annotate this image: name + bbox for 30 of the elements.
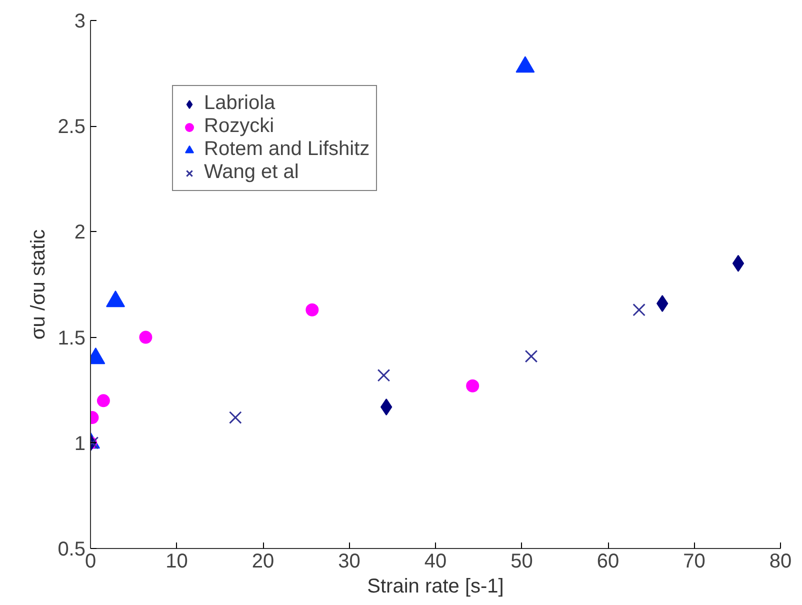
point <box>377 368 390 382</box>
legend-label: Rozycki <box>204 115 274 138</box>
x-axis-title: Strain rate [s-1] <box>367 576 504 598</box>
y-tick-label: 3 <box>74 10 86 32</box>
y-tick-label: 2 <box>74 222 86 244</box>
x-tick-label: 70 <box>683 550 706 572</box>
x-tick-label: 80 <box>769 550 792 572</box>
point <box>139 330 152 344</box>
point <box>96 394 110 408</box>
legend-label: Labriola <box>204 92 276 115</box>
point <box>466 379 480 392</box>
y-tick-label: 2.5 <box>58 116 86 138</box>
x-tick-label: 0 <box>84 550 96 572</box>
x-tick-label: 60 <box>596 550 620 572</box>
y-tick-label: 1.5 <box>58 327 86 350</box>
legend-label: Rotem and Lifshitz <box>204 138 370 161</box>
legend-label: Wang et al <box>204 161 299 184</box>
y-tick-label: 0.5 <box>58 538 86 560</box>
x-tick-label: 30 <box>338 550 360 572</box>
y-axis-title: σu /σu static <box>28 229 50 340</box>
x-tick-label: 40 <box>424 550 447 572</box>
x-tick-label: 20 <box>252 550 274 572</box>
point <box>732 254 744 272</box>
point <box>524 350 538 363</box>
point <box>632 303 646 316</box>
point <box>306 303 319 316</box>
x-tick-label: 50 <box>510 550 533 572</box>
point <box>228 411 242 424</box>
x-tick-label: 10 <box>166 550 188 572</box>
y-tick-label: 1 <box>74 432 86 455</box>
